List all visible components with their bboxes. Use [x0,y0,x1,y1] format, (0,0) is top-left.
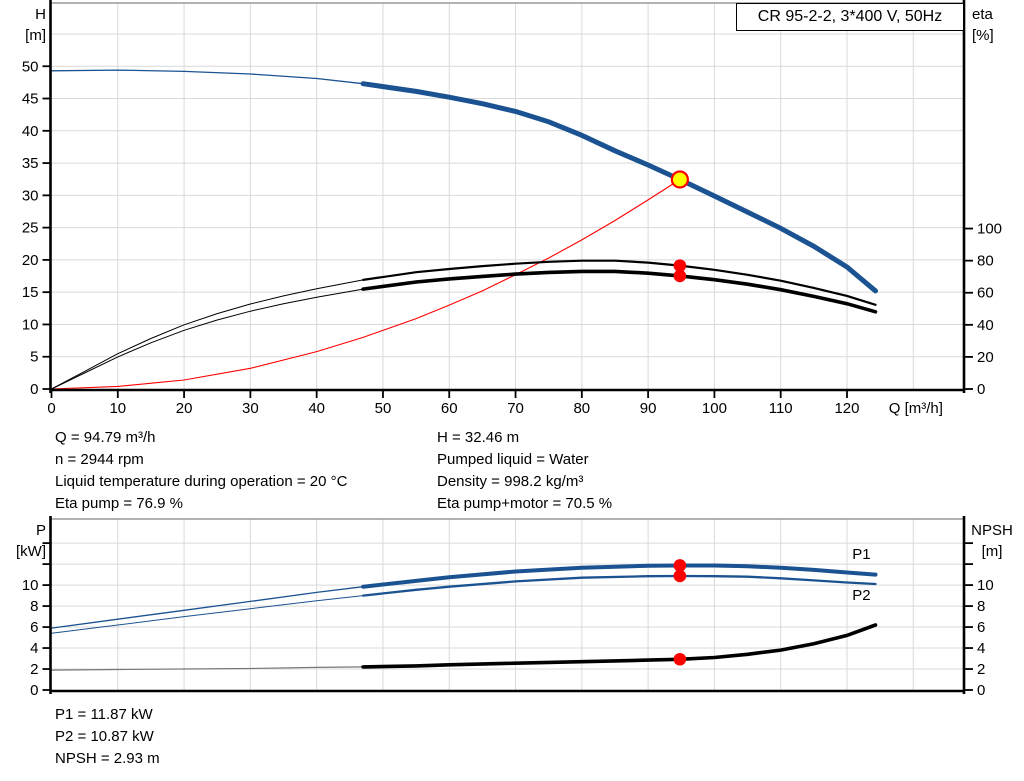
eta-pump-curve [362,259,877,306]
y-tick-left-8: 8 [30,598,38,615]
axes [42,0,973,398]
eta-pump-motor-curve-thin [51,270,876,390]
y-tick-right-80: 80 [977,253,994,270]
info-eta-pump-motor: Eta pump+motor = 70.5 % [437,495,613,512]
duty-info-left: Q = 94.79 m³/h n = 2944 rpm Liquid tempe… [55,427,347,515]
y-tick-left-0: 0 [30,682,38,699]
y-tick-right-2: 2 [977,661,985,678]
y-tick-right-40: 40 [977,317,994,334]
x-tick-20: 20 [176,400,193,417]
y-tick-left-4: 4 [30,640,38,657]
x-tick-30: 30 [242,400,259,417]
x-axis-unit-label: Q [m³/h] [889,400,943,417]
y-tick-right-100: 100 [977,221,1002,238]
y-tick-left-35: 35 [22,155,39,172]
y-tick-left-45: 45 [22,91,39,108]
duty-info-right: H = 32.46 m Pumped liquid = Water Densit… [437,427,612,515]
x-tick-120: 120 [834,400,859,417]
y-tick-left-40: 40 [22,123,39,140]
gridlines [51,3,963,389]
y-tick-left-10: 10 [22,316,39,333]
system-curve-thin [51,179,681,390]
y-axis-label-head-symbol: H [35,6,46,23]
power-npsh-chart: 0 2 4 6 8 10 0 2 4 6 8 10 P1 P2 [22,516,994,699]
y-tick-right-0: 0 [977,682,985,699]
y-tick-left-30: 30 [22,187,39,204]
gridlines [51,519,963,690]
power-info: P1 = 11.87 kW P2 = 10.87 kW NPSH = 2.93 … [55,704,160,770]
y-axis-label-npsh-symbol: NPSH [971,522,1013,539]
y-tick-right-0: 0 [977,381,985,398]
y-tick-left-50: 50 [22,58,39,75]
y-tick-right-60: 60 [977,285,994,302]
y-axis-label-npsh: NPSH [m] [966,520,1018,562]
y-axis-label-head-unit: [m] [25,27,46,44]
x-tick-70: 70 [507,400,524,417]
eta-pump-motor-point-marker [673,269,687,283]
y-tick-right-8: 8 [977,598,985,615]
x-tick-90: 90 [640,400,657,417]
y-axis-label-power-symbol: P [35,522,46,539]
eta-pump-motor-curve [361,269,878,314]
y-tick-left-6: 6 [30,619,38,636]
x-tick-10: 10 [109,400,126,417]
y-axis-label-head: H [m] [0,4,46,46]
y-axis-label-power-unit: [kW] [16,543,46,560]
head-efficiency-chart: 0 5 10 15 20 25 30 35 40 45 50 0 20 40 60 80 100 0 10 20 30 4… [22,0,1002,417]
npsh-curve [361,623,878,669]
y-tick-right-6: 6 [977,619,985,636]
x-tick-0: 0 [47,400,55,417]
y-axis-label-power: P [kW] [0,520,46,562]
x-tick-100: 100 [702,400,727,417]
info-npsh: NPSH = 2.93 m [55,750,160,767]
y-tick-right-20: 20 [977,349,994,366]
info-density: Density = 998.2 kg/m³ [437,473,584,490]
y-axis-label-npsh-unit: [m] [981,543,1003,560]
y-tick-left-0: 0 [30,381,38,398]
npsh-point-marker [673,652,687,666]
p2-point-marker [673,569,687,583]
axes [42,516,973,694]
info-flow: Q = 94.79 m³/h [55,429,156,446]
y-tick-left-10: 10 [22,577,39,594]
info-p2: P2 = 10.87 kW [55,728,154,745]
info-head: H = 32.46 m [437,429,520,446]
y-axis-label-eta-symbol: eta [972,6,993,23]
info-pumped-liquid: Pumped liquid = Water [437,451,589,468]
pump-model-box: CR 95-2-2, 3*400 V, 50Hz [736,3,964,31]
x-tick-40: 40 [308,400,325,417]
y-axis-label-eta: eta [%] [972,4,1022,46]
x-tick-60: 60 [441,400,458,417]
y-tick-left-2: 2 [30,661,38,678]
duty-point-marker [670,170,689,189]
eta-pump-point-marker [673,259,687,272]
y-tick-left-5: 5 [30,349,38,366]
info-p1: P1 = 11.87 kW [55,706,153,723]
x-tick-50: 50 [375,400,392,417]
curve-label-p1: P1 [852,546,870,563]
y-tick-left-20: 20 [22,252,39,269]
info-liquid-temperature: Liquid temperature during operation = 20… [55,473,348,490]
curve-label-p2: P2 [852,587,870,604]
info-eta-pump: Eta pump = 76.9 % [55,495,183,512]
info-speed: n = 2944 rpm [55,451,144,468]
head-curve [360,81,878,294]
y-tick-right-4: 4 [977,640,985,657]
y-tick-right-10: 10 [977,577,994,594]
y-axis-label-eta-unit: [%] [972,27,994,44]
x-tick-110: 110 [769,400,793,417]
head-curve-thin [51,69,876,292]
y-tick-left-25: 25 [22,220,39,237]
x-tick-80: 80 [573,400,590,417]
p1-point-marker [673,559,687,572]
y-tick-left-15: 15 [22,284,39,301]
